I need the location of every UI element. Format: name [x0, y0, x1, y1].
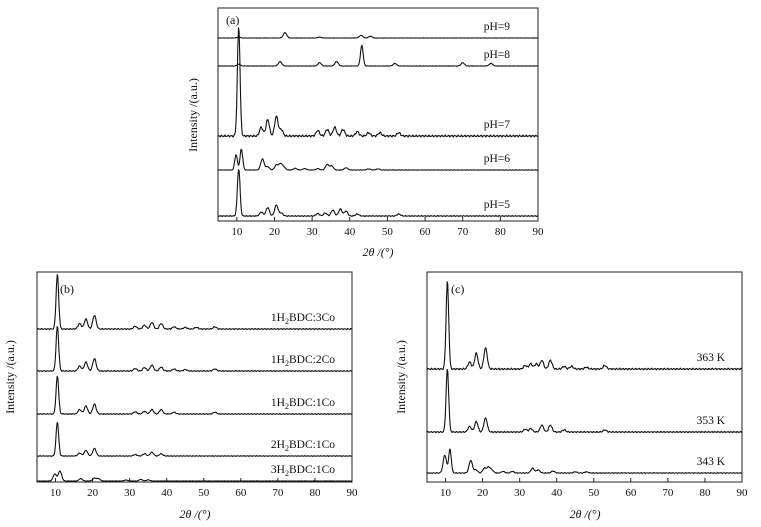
series-trace: [36, 274, 353, 331]
series-label: pH=8: [484, 49, 511, 61]
x-tick-label: 10: [440, 487, 452, 499]
series-trace: [36, 325, 353, 373]
panel-c-x-axis-title: 2θ /(°): [569, 507, 600, 521]
x-tick-label: 70: [662, 487, 674, 499]
series-label: 2H2BDC:1Co: [271, 439, 335, 453]
x-tick-label: 40: [551, 487, 563, 499]
x-tick-label: 30: [124, 487, 136, 499]
panel-b-plot-frame: [36, 271, 353, 483]
series-trace: [217, 169, 539, 218]
x-tick-label: 10: [50, 487, 62, 499]
panel-b-x-axis-title: 2θ /(°): [179, 507, 210, 521]
series-label: pH=9: [484, 21, 511, 33]
series-label: 3H2BDC:1Co: [271, 464, 335, 478]
series-label: pH=7: [484, 119, 511, 131]
panel-c-traces: [426, 281, 743, 474]
panel-c-x-ticks: 10 20 30 40 50 60 70 80 90: [440, 478, 748, 499]
panel-b-chart: (b) 10 20 30 40 50 60 70 80 90 1H2BDC:3Co1H2BDC:…: [3, 271, 358, 521]
series-trace: [217, 148, 538, 171]
series-trace: [218, 32, 539, 39]
series-trace: [218, 44, 539, 67]
series-label: 1H2BDC:1Co: [271, 397, 335, 411]
series-label: 353 K: [697, 415, 726, 427]
x-tick-label: 30: [307, 226, 319, 238]
panel-b-y-axis-title: Intensity /(a.u.): [3, 340, 17, 414]
x-tick-label: 90: [737, 487, 749, 499]
panel-a-x-ticks: 10 20 30 40 50 60 70 80 90: [231, 217, 544, 238]
panel-a-label: (a): [226, 13, 239, 27]
panel-b-x-ticks: 10 20 30 40 50 60 70 80 90: [50, 478, 358, 499]
x-tick-label: 60: [420, 226, 432, 238]
x-tick-label: 50: [198, 487, 210, 499]
series-trace: [36, 375, 353, 415]
x-tick-label: 80: [699, 487, 711, 499]
panel-b-series-labels: 1H2BDC:3Co 1H2BDC:2Co 1H2BDC:1Co 2H2BDC:1Co…: [271, 312, 335, 478]
series-trace: [217, 27, 539, 138]
panel-b-label: (b): [60, 282, 74, 296]
x-tick-label: 50: [382, 226, 394, 238]
panel-a-y-axis-title: Intensity /(a.u.): [186, 78, 200, 152]
x-tick-label: 60: [235, 487, 247, 499]
panel-a-chart: (a) 10 20 30 40 50 60 70 80 90 pH=9pH=8pH=7pH=6p…: [186, 7, 544, 259]
panel-c-chart: (c) 10 20 30 40 50 60 70 80 90 363 K 353 K 343 K I…: [394, 271, 748, 521]
panel-a-x-axis-title: 2θ /(°): [362, 245, 393, 259]
x-tick-label: 90: [347, 487, 359, 499]
x-tick-label: 30: [514, 487, 526, 499]
x-tick-label: 20: [477, 487, 489, 499]
series-trace: [36, 470, 352, 482]
x-tick-label: 70: [457, 226, 469, 238]
x-tick-label: 80: [309, 487, 321, 499]
x-tick-label: 50: [588, 487, 600, 499]
panel-c-series-labels: 363 K 353 K 343 K: [697, 352, 726, 468]
panel-c-plot-frame: [426, 271, 743, 483]
x-tick-label: 70: [272, 487, 284, 499]
series-label: pH=5: [484, 199, 511, 211]
x-tick-label: 60: [625, 487, 637, 499]
panel-a-series-labels: pH=9 pH=8 pH=7 pH=6 pH=5: [484, 21, 511, 211]
series-label: 343 K: [697, 456, 726, 468]
series-trace: [426, 281, 743, 371]
panel-c-y-axis-title: Intensity /(a.u.): [394, 340, 408, 414]
series-label: pH=6: [484, 153, 511, 165]
panel-a-plot-frame: [217, 7, 539, 222]
series-trace: [36, 421, 352, 457]
series-label: 1H2BDC:3Co: [271, 312, 335, 326]
series-trace: [426, 368, 743, 434]
panel-a-traces: [217, 27, 539, 218]
panel-c-label: (c): [451, 282, 464, 296]
series-trace: [426, 448, 743, 474]
panel-b-traces: [36, 274, 353, 482]
series-label: 1H2BDC:2Co: [271, 354, 335, 368]
x-tick-label: 40: [161, 487, 173, 499]
x-tick-label: 20: [269, 226, 281, 238]
x-tick-label: 20: [87, 487, 99, 499]
x-tick-label: 40: [344, 226, 356, 238]
series-label: 363 K: [697, 352, 726, 364]
x-tick-label: 80: [495, 226, 507, 238]
x-tick-label: 90: [533, 226, 545, 238]
x-tick-label: 10: [231, 226, 243, 238]
